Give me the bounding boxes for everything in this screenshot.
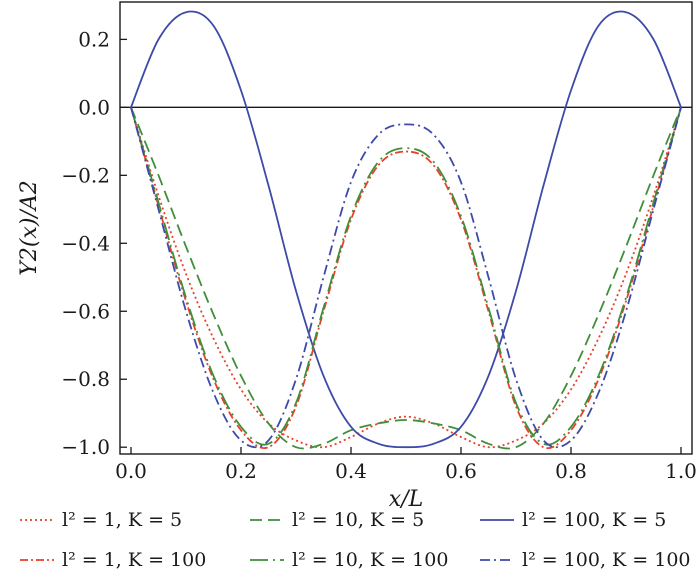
y-axis-title: Y2(x)/A2: [17, 180, 42, 275]
series-line-6: [130, 107, 682, 449]
legend-label-5: l² = 10, K = 100: [292, 549, 448, 571]
series-line-4: [130, 107, 682, 449]
y-tick-label: −0.8: [61, 367, 110, 391]
x-tick-label: 0.2: [225, 459, 257, 483]
x-axis-title: x/L: [389, 487, 423, 512]
x-tick-label: 0.4: [335, 459, 367, 483]
legend-label-3: l² = 100, K = 5: [522, 509, 666, 531]
legend-label-2: l² = 10, K = 5: [292, 509, 424, 531]
y-tick-label: 0.0: [78, 95, 110, 119]
series-line-5: [130, 107, 682, 446]
legend: l² = 1, K = 5 l² = 10, K = 5 l² = 100, K =…: [20, 509, 691, 571]
series-line-2: [130, 107, 682, 450]
legend-label-1: l² = 1, K = 5: [62, 509, 182, 531]
legend-label-6: l² = 100, K = 100: [522, 549, 691, 571]
y-tick-label: −0.2: [61, 163, 110, 187]
series-line-1: [130, 107, 682, 449]
y-tick-label: −0.6: [61, 299, 110, 323]
x-tick-label: 0.0: [115, 459, 147, 483]
series-line-3: [130, 10, 682, 449]
y-tick-label: 0.2: [78, 27, 110, 51]
x-tick-label: 1.0: [665, 459, 697, 483]
plot-frame: [119, 1, 693, 455]
legend-label-4: l² = 1, K = 100: [62, 549, 206, 571]
x-tick-label: 0.6: [445, 459, 477, 483]
y-tick-label: −1.0: [61, 435, 110, 459]
y-tick-label: −0.4: [61, 231, 110, 255]
x-tick-label: 0.8: [555, 459, 587, 483]
